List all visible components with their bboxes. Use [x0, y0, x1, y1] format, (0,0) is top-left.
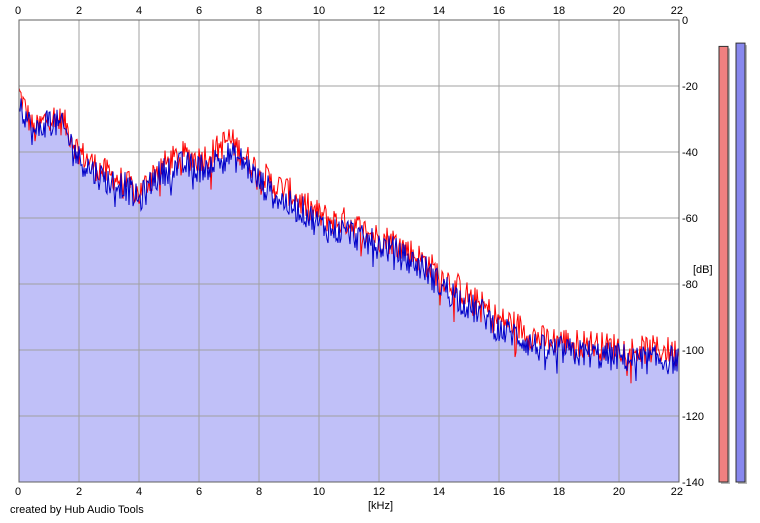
x-tick-label-bottom: 8: [256, 486, 262, 498]
y-tick-label: 0: [682, 15, 688, 27]
x-tick-label-bottom: 20: [613, 486, 625, 498]
level-meter-bar: [735, 42, 746, 483]
y-tick-labels: 0 -20 -40 -60 -80 -100 -120 -140: [682, 15, 704, 489]
x-tick-label-top: 10: [313, 5, 325, 17]
x-tick-label-top: 20: [613, 5, 625, 17]
x-tick-label-top: 18: [553, 5, 565, 17]
x-tick-label-top: 2: [76, 5, 82, 17]
x-tick-label-bottom: 2: [76, 486, 82, 498]
credit-text: created by Hub Audio Tools: [10, 504, 144, 516]
x-tick-label-bottom: 12: [373, 486, 385, 498]
plot-frame: [18, 19, 680, 483]
y-tick-label: -100: [682, 345, 704, 357]
x-tick-labels-top: 0 2 4 6 8 10 12 14 16 18 20 22: [15, 5, 683, 17]
x-tick-label-top: 6: [196, 5, 202, 17]
x-tick-label-top: 22: [671, 5, 683, 17]
y-tick-label: -140: [682, 477, 704, 489]
y-tick-label: -40: [682, 147, 698, 159]
x-tick-label-bottom: 6: [196, 486, 202, 498]
x-tick-labels-bottom: 0 2 4 6 8 10 12 14 16 18 20 22: [15, 486, 683, 498]
x-tick-label-bottom: 14: [433, 486, 445, 498]
x-axis-label: [kHz]: [368, 500, 393, 512]
x-tick-label-bottom: 4: [136, 486, 142, 498]
x-tick-label-bottom: 10: [313, 486, 325, 498]
x-tick-label-top: 8: [256, 5, 262, 17]
level-meter-bar: [718, 45, 729, 483]
y-tick-label: -60: [682, 213, 698, 225]
x-tick-label-top: 14: [433, 5, 445, 17]
spectrum-area-fill: [19, 98, 679, 483]
x-tick-label-bottom: 22: [671, 486, 683, 498]
x-tick-label-bottom: 18: [553, 486, 565, 498]
y-tick-label: -120: [682, 411, 704, 423]
y-tick-label: -20: [682, 81, 698, 93]
y-axis-label: [dB]: [693, 264, 713, 276]
x-tick-label-top: 12: [373, 5, 385, 17]
x-tick-label-top: 4: [136, 5, 142, 17]
x-tick-label-bottom: 0: [15, 486, 21, 498]
x-tick-label-top: 0: [15, 5, 21, 17]
level-meters: [718, 42, 747, 485]
y-tick-label: -80: [682, 279, 698, 291]
x-tick-label-bottom: 16: [493, 486, 505, 498]
x-tick-label-top: 16: [493, 5, 505, 17]
series-line-blue: [18, 98, 680, 382]
